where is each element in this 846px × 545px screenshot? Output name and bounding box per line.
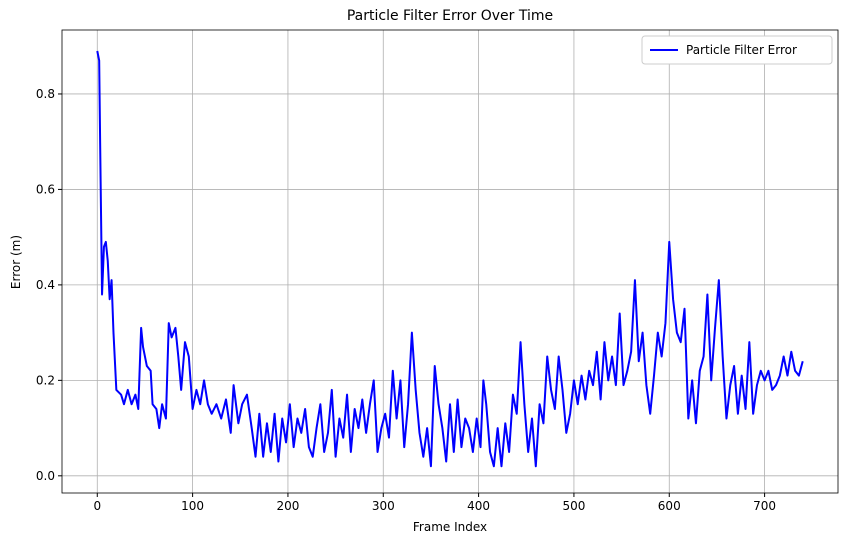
- y-tick-label: 0.6: [36, 182, 55, 196]
- x-tick-label: 200: [276, 499, 299, 513]
- y-tick-label: 0.8: [36, 87, 55, 101]
- x-tick-label: 0: [93, 499, 101, 513]
- data-line: [96, 50, 804, 468]
- plot-frame: [61, 29, 839, 494]
- chart-title: Particle Filter Error Over Time: [347, 8, 553, 24]
- x-tick-label: 500: [562, 499, 585, 513]
- y-tick-label: 0.2: [36, 373, 55, 387]
- x-tick-label: 300: [372, 499, 395, 513]
- y-axis-label: Error (m): [9, 235, 23, 289]
- x-axis-label: Frame Index: [413, 520, 487, 534]
- x-tick-label: 600: [658, 499, 681, 513]
- x-tick-label: 400: [467, 499, 490, 513]
- x-tick-label: 700: [753, 499, 776, 513]
- legend-box: [641, 35, 833, 65]
- y-tick-label: 0.4: [36, 278, 55, 292]
- y-tick-label: 0.0: [36, 469, 55, 483]
- legend-label: Particle Filter Error: [686, 43, 797, 57]
- x-tick-label: 100: [181, 499, 204, 513]
